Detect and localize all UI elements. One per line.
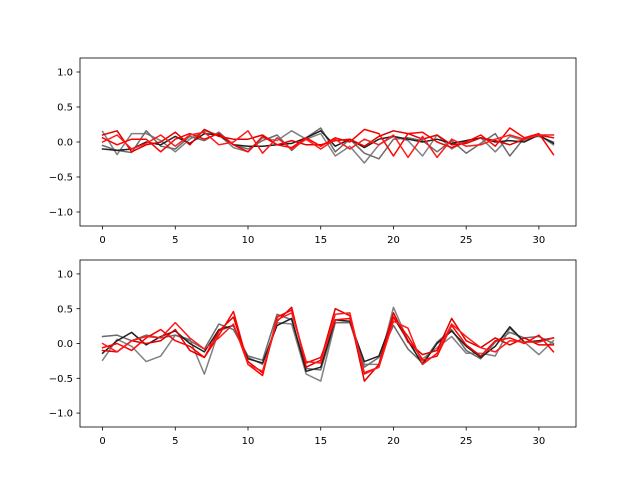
- y-tick-label: 0.5: [57, 103, 73, 114]
- series-line-5: [101, 127, 555, 157]
- y-tick-label: 0.0: [57, 339, 73, 350]
- y-tick-label: 0.5: [57, 304, 73, 315]
- x-tick-label: 10: [242, 235, 255, 246]
- y-tick-label: 0.0: [57, 138, 73, 149]
- x-tick-label: 0: [99, 235, 105, 246]
- x-tick-label: 20: [387, 436, 400, 447]
- x-tick-label: 15: [314, 436, 327, 447]
- y-tick-label: −1.0: [49, 409, 73, 420]
- x-tick-label: 30: [533, 235, 546, 246]
- axes-1: 0 5 10 15 20 25 30 −1.0 −0.5 0.0 0.5 1.0: [49, 57, 577, 246]
- x-tick-label: 15: [314, 235, 327, 246]
- series-line-6: [101, 130, 555, 159]
- x-tick-label: 20: [387, 235, 400, 246]
- x-tick-label: 10: [242, 436, 255, 447]
- y-tick-label: −0.5: [49, 173, 73, 184]
- y-tick-label: 1.0: [57, 270, 73, 281]
- y-tick-label: 1.0: [57, 68, 73, 79]
- x-tick-label: 25: [460, 235, 473, 246]
- axes-2: 0 5 10 15 20 25 30 −1.0 −0.5 0.0 0.5 1.0: [49, 259, 577, 447]
- x-tick-label: 5: [172, 235, 178, 246]
- y-tick-label: −1.0: [49, 208, 73, 219]
- x-tick-label: 0: [99, 436, 105, 447]
- x-tick-label: 5: [172, 436, 178, 447]
- x-tick-label: 30: [533, 436, 546, 447]
- series-line-6: [101, 312, 555, 375]
- x-tick-label: 25: [460, 436, 473, 447]
- y-tick-label: −0.5: [49, 374, 73, 385]
- series-line-2: [101, 313, 555, 371]
